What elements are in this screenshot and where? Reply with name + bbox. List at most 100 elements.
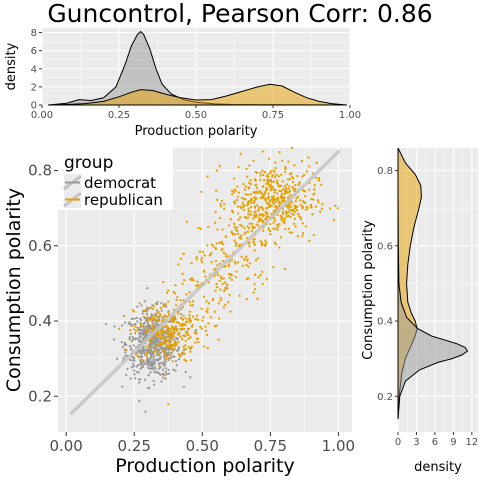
point-republican	[274, 204, 278, 207]
point-republican	[279, 215, 283, 218]
point-republican	[245, 297, 249, 301]
point-republican	[214, 210, 217, 214]
point-republican	[262, 229, 265, 232]
point-republican	[304, 208, 307, 211]
point-republican	[162, 343, 165, 346]
point-democrat	[140, 352, 144, 355]
point-republican	[185, 330, 188, 334]
point-republican	[167, 300, 170, 303]
point-democrat	[172, 338, 175, 341]
point-republican	[275, 223, 279, 226]
point-democrat	[170, 351, 173, 355]
point-republican	[221, 259, 225, 263]
point-republican	[166, 339, 169, 343]
point-republican	[200, 256, 203, 260]
point-republican	[276, 225, 280, 228]
point-democrat	[159, 361, 162, 365]
point-republican	[185, 320, 189, 324]
point-democrat	[150, 360, 153, 363]
point-republican	[248, 245, 251, 248]
point-democrat	[130, 359, 133, 362]
point-republican	[259, 171, 262, 175]
point-republican	[188, 300, 191, 304]
point-republican	[305, 205, 308, 208]
point-democrat	[138, 331, 141, 334]
point-republican	[216, 264, 219, 267]
density-curve-democrat	[397, 148, 469, 419]
point-republican	[251, 222, 254, 226]
point-republican	[291, 180, 295, 184]
point-republican	[236, 195, 239, 198]
point-republican	[256, 257, 260, 260]
point-republican	[220, 241, 223, 245]
point-republican	[283, 184, 286, 188]
point-republican	[160, 337, 164, 340]
point-republican	[247, 213, 250, 216]
point-republican	[159, 313, 162, 316]
point-democrat	[152, 361, 156, 365]
point-republican	[151, 307, 155, 311]
point-democrat	[135, 316, 139, 320]
point-republican	[206, 175, 209, 178]
point-republican	[147, 328, 150, 331]
point-republican	[292, 189, 296, 192]
point-republican	[224, 286, 227, 289]
point-republican	[158, 315, 161, 318]
point-republican	[145, 353, 149, 356]
point-republican	[262, 196, 265, 199]
point-republican	[249, 213, 253, 216]
point-republican	[266, 178, 269, 182]
right-x-tick-label: 6	[432, 437, 438, 448]
point-republican	[230, 189, 234, 193]
point-democrat	[160, 302, 163, 305]
point-republican	[247, 186, 251, 189]
point-republican	[274, 227, 277, 230]
point-republican	[269, 172, 272, 175]
point-republican	[158, 364, 161, 367]
point-republican	[247, 227, 251, 230]
point-republican	[196, 318, 200, 321]
point-republican	[208, 254, 211, 257]
point-republican	[252, 159, 255, 163]
point-republican	[293, 217, 297, 221]
point-republican	[222, 289, 226, 293]
right-x-tick-label: 12	[465, 437, 478, 448]
point-republican	[273, 241, 276, 244]
point-republican	[212, 245, 215, 248]
point-republican	[233, 226, 236, 229]
point-republican	[162, 304, 165, 307]
point-republican	[130, 340, 133, 343]
point-republican	[283, 192, 286, 196]
point-republican	[296, 235, 299, 238]
point-republican	[259, 273, 262, 277]
point-democrat	[145, 310, 148, 313]
point-democrat	[144, 362, 147, 365]
point-republican	[234, 262, 237, 265]
point-republican	[265, 242, 268, 245]
point-republican	[259, 196, 262, 200]
point-democrat	[129, 332, 132, 335]
point-republican	[313, 184, 316, 187]
density-curve-republican	[48, 83, 347, 106]
point-republican	[304, 225, 307, 228]
point-republican	[242, 183, 245, 186]
point-republican	[153, 316, 156, 320]
point-republican	[308, 188, 311, 191]
point-republican	[292, 177, 295, 180]
point-republican	[288, 203, 291, 206]
point-republican	[185, 220, 188, 223]
point-republican	[169, 330, 173, 334]
point-republican	[203, 270, 206, 273]
scatter-y-tick-label: 0.6	[28, 237, 52, 255]
point-democrat	[143, 378, 147, 381]
point-democrat	[159, 357, 162, 360]
point-republican	[249, 178, 252, 182]
point-republican	[148, 340, 152, 343]
point-republican	[210, 252, 213, 255]
point-republican	[258, 206, 262, 209]
point-republican	[243, 258, 246, 261]
point-republican	[220, 277, 223, 280]
point-republican	[253, 199, 256, 203]
point-democrat	[152, 358, 155, 362]
point-republican	[229, 310, 232, 313]
